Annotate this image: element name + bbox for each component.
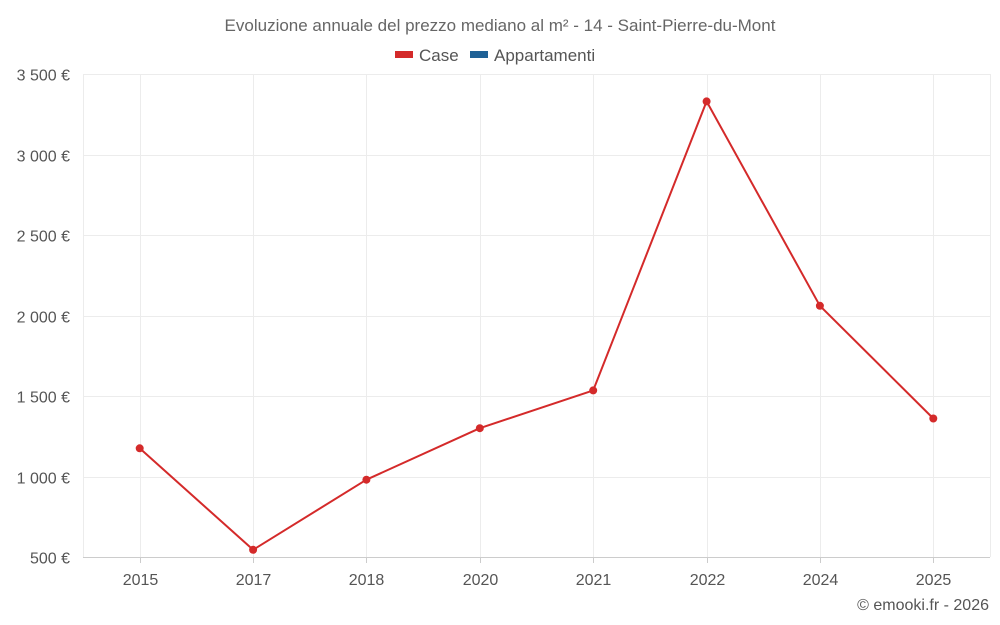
data-point[interactable] [475,424,484,433]
x-tick-label: 2015 [123,572,159,589]
chart-title: Evoluzione annuale del prezzo mediano al… [225,16,776,35]
x-tick-label: 2018 [349,572,385,589]
series-line-case [139,100,935,551]
y-tick-label: 3 500 € [17,68,70,85]
y-tick-label: 500 € [30,551,70,568]
x-tick-label: 2020 [463,572,499,589]
y-tick-label: 1 500 € [17,390,70,407]
x-tick-label: 2022 [690,572,726,589]
y-tick-label: 1 000 € [17,471,70,488]
data-point[interactable] [929,414,938,423]
legend-swatch-appartamenti [470,51,488,58]
legend: Case Appartamenti [395,46,595,65]
data-point[interactable] [815,301,824,310]
legend-swatch-case [395,51,413,58]
data-point[interactable] [135,444,144,453]
x-tick-label: 2017 [236,572,272,589]
data-point[interactable] [362,475,371,484]
series-case [135,97,938,554]
x-tick-label: 2025 [916,572,952,589]
grid [83,74,991,557]
legend-label-appartamenti[interactable]: Appartamenti [494,46,595,65]
y-tick-label: 2 000 € [17,310,70,327]
legend-label-case[interactable]: Case [419,46,459,65]
y-tick-label: 3 000 € [17,149,70,166]
credit-text: © emooki.fr - 2026 [857,597,989,614]
x-tick-label: 2024 [803,572,839,589]
data-point[interactable] [702,97,711,106]
data-point[interactable] [249,545,258,554]
y-tick-label: 2 500 € [17,229,70,246]
axes: 500 € 1 000 € 1 500 € 2 000 € 2 500 € 3 000 €… [17,68,990,589]
data-point[interactable] [589,386,598,395]
x-tick-label: 2021 [576,572,612,589]
